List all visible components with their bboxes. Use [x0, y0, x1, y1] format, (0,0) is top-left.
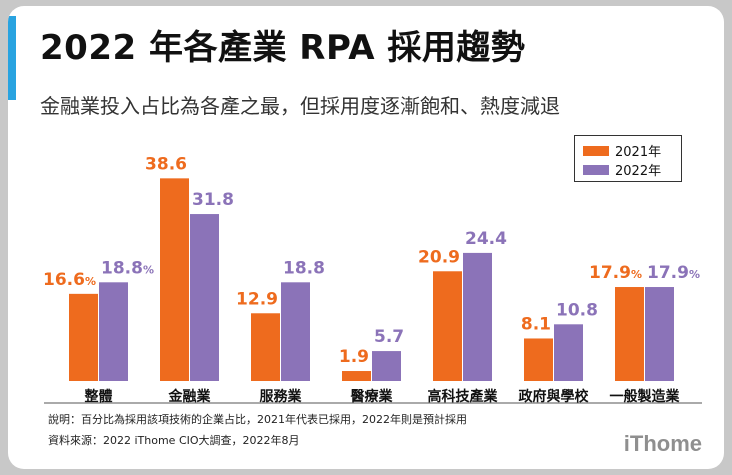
category-label-2: 服務業 [260, 388, 303, 405]
data-label-2021-2: 12.9 [236, 289, 278, 309]
bar-chart: 16.6%18.8% 整體 38.631.8 金融業 12.918.8 服務業 1.95.7… [43, 154, 702, 405]
bar-2021-5 [524, 338, 553, 381]
category-label-0: 整體 [84, 388, 113, 405]
category-label-1: 金融業 [168, 388, 212, 405]
note-source: 資料來源：2022 iThome CIO大調查，2022年8月 [48, 434, 300, 447]
legend-label-2021: 2021年 [615, 145, 662, 160]
data-label-2022-3: 5.7 [374, 327, 404, 347]
chart-card: 2022 年各產業 RPA 採用趨勢 金融業投入占比為各產之最，但採用度逐漸飽和… [8, 6, 724, 469]
bar-2022-4 [463, 252, 492, 381]
brand-logo: iThome [623, 431, 702, 456]
data-label-2021-6: 17.9% [589, 263, 642, 283]
category-label-4: 高科技產業 [428, 388, 499, 405]
chart-subtitle: 金融業投入占比為各產之最，但採用度逐漸飽和、熱度減退 [40, 94, 560, 118]
note-explanation: 說明：百分比為採用該項技術的企業占比，2021年代表已採用，2022年則是預計採… [48, 413, 467, 426]
bar-2022-1 [190, 214, 219, 381]
data-label-2022-4: 24.4 [465, 229, 507, 249]
data-label-2022-0: 18.8% [101, 258, 154, 278]
bar-2022-0 [99, 282, 128, 381]
bar-2021-6 [615, 287, 644, 381]
legend-swatch-2022 [583, 164, 609, 175]
bar-2021-2 [251, 313, 280, 381]
data-label-2022-6: 17.9% [647, 263, 700, 283]
legend-swatch-2021 [583, 145, 609, 156]
chart-title: 2022 年各產業 RPA 採用趨勢 [40, 28, 526, 68]
bar-2021-1 [160, 178, 189, 381]
data-label-2021-3: 1.9 [339, 347, 369, 367]
legend: 2021年 2022年 [574, 135, 682, 182]
data-label-2021-4: 20.9 [418, 247, 460, 267]
data-label-2021-5: 8.1 [521, 314, 551, 334]
legend-item-2022: 2022年 [583, 160, 661, 179]
bar-2022-3 [372, 351, 401, 381]
legend-item-2021: 2021年 [583, 141, 661, 160]
data-label-2022-2: 18.8 [283, 258, 325, 278]
category-label-5: 政府與學校 [519, 388, 590, 405]
title-accent-bar [8, 16, 16, 100]
bar-2022-6 [645, 287, 674, 381]
data-label-2021-1: 38.6 [145, 154, 187, 174]
data-label-2021-0: 16.6% [43, 270, 96, 290]
legend-label-2022: 2022年 [615, 164, 662, 179]
category-label-6: 一般製造業 [610, 388, 681, 405]
bar-2021-4 [433, 271, 462, 381]
category-label-3: 醫療業 [351, 388, 394, 405]
data-label-2022-1: 31.8 [192, 190, 234, 210]
bar-2022-5 [554, 324, 583, 381]
bar-2021-0 [69, 293, 98, 381]
bar-2021-3 [342, 371, 371, 381]
data-label-2022-5: 10.8 [556, 300, 598, 320]
bar-2022-2 [281, 282, 310, 381]
